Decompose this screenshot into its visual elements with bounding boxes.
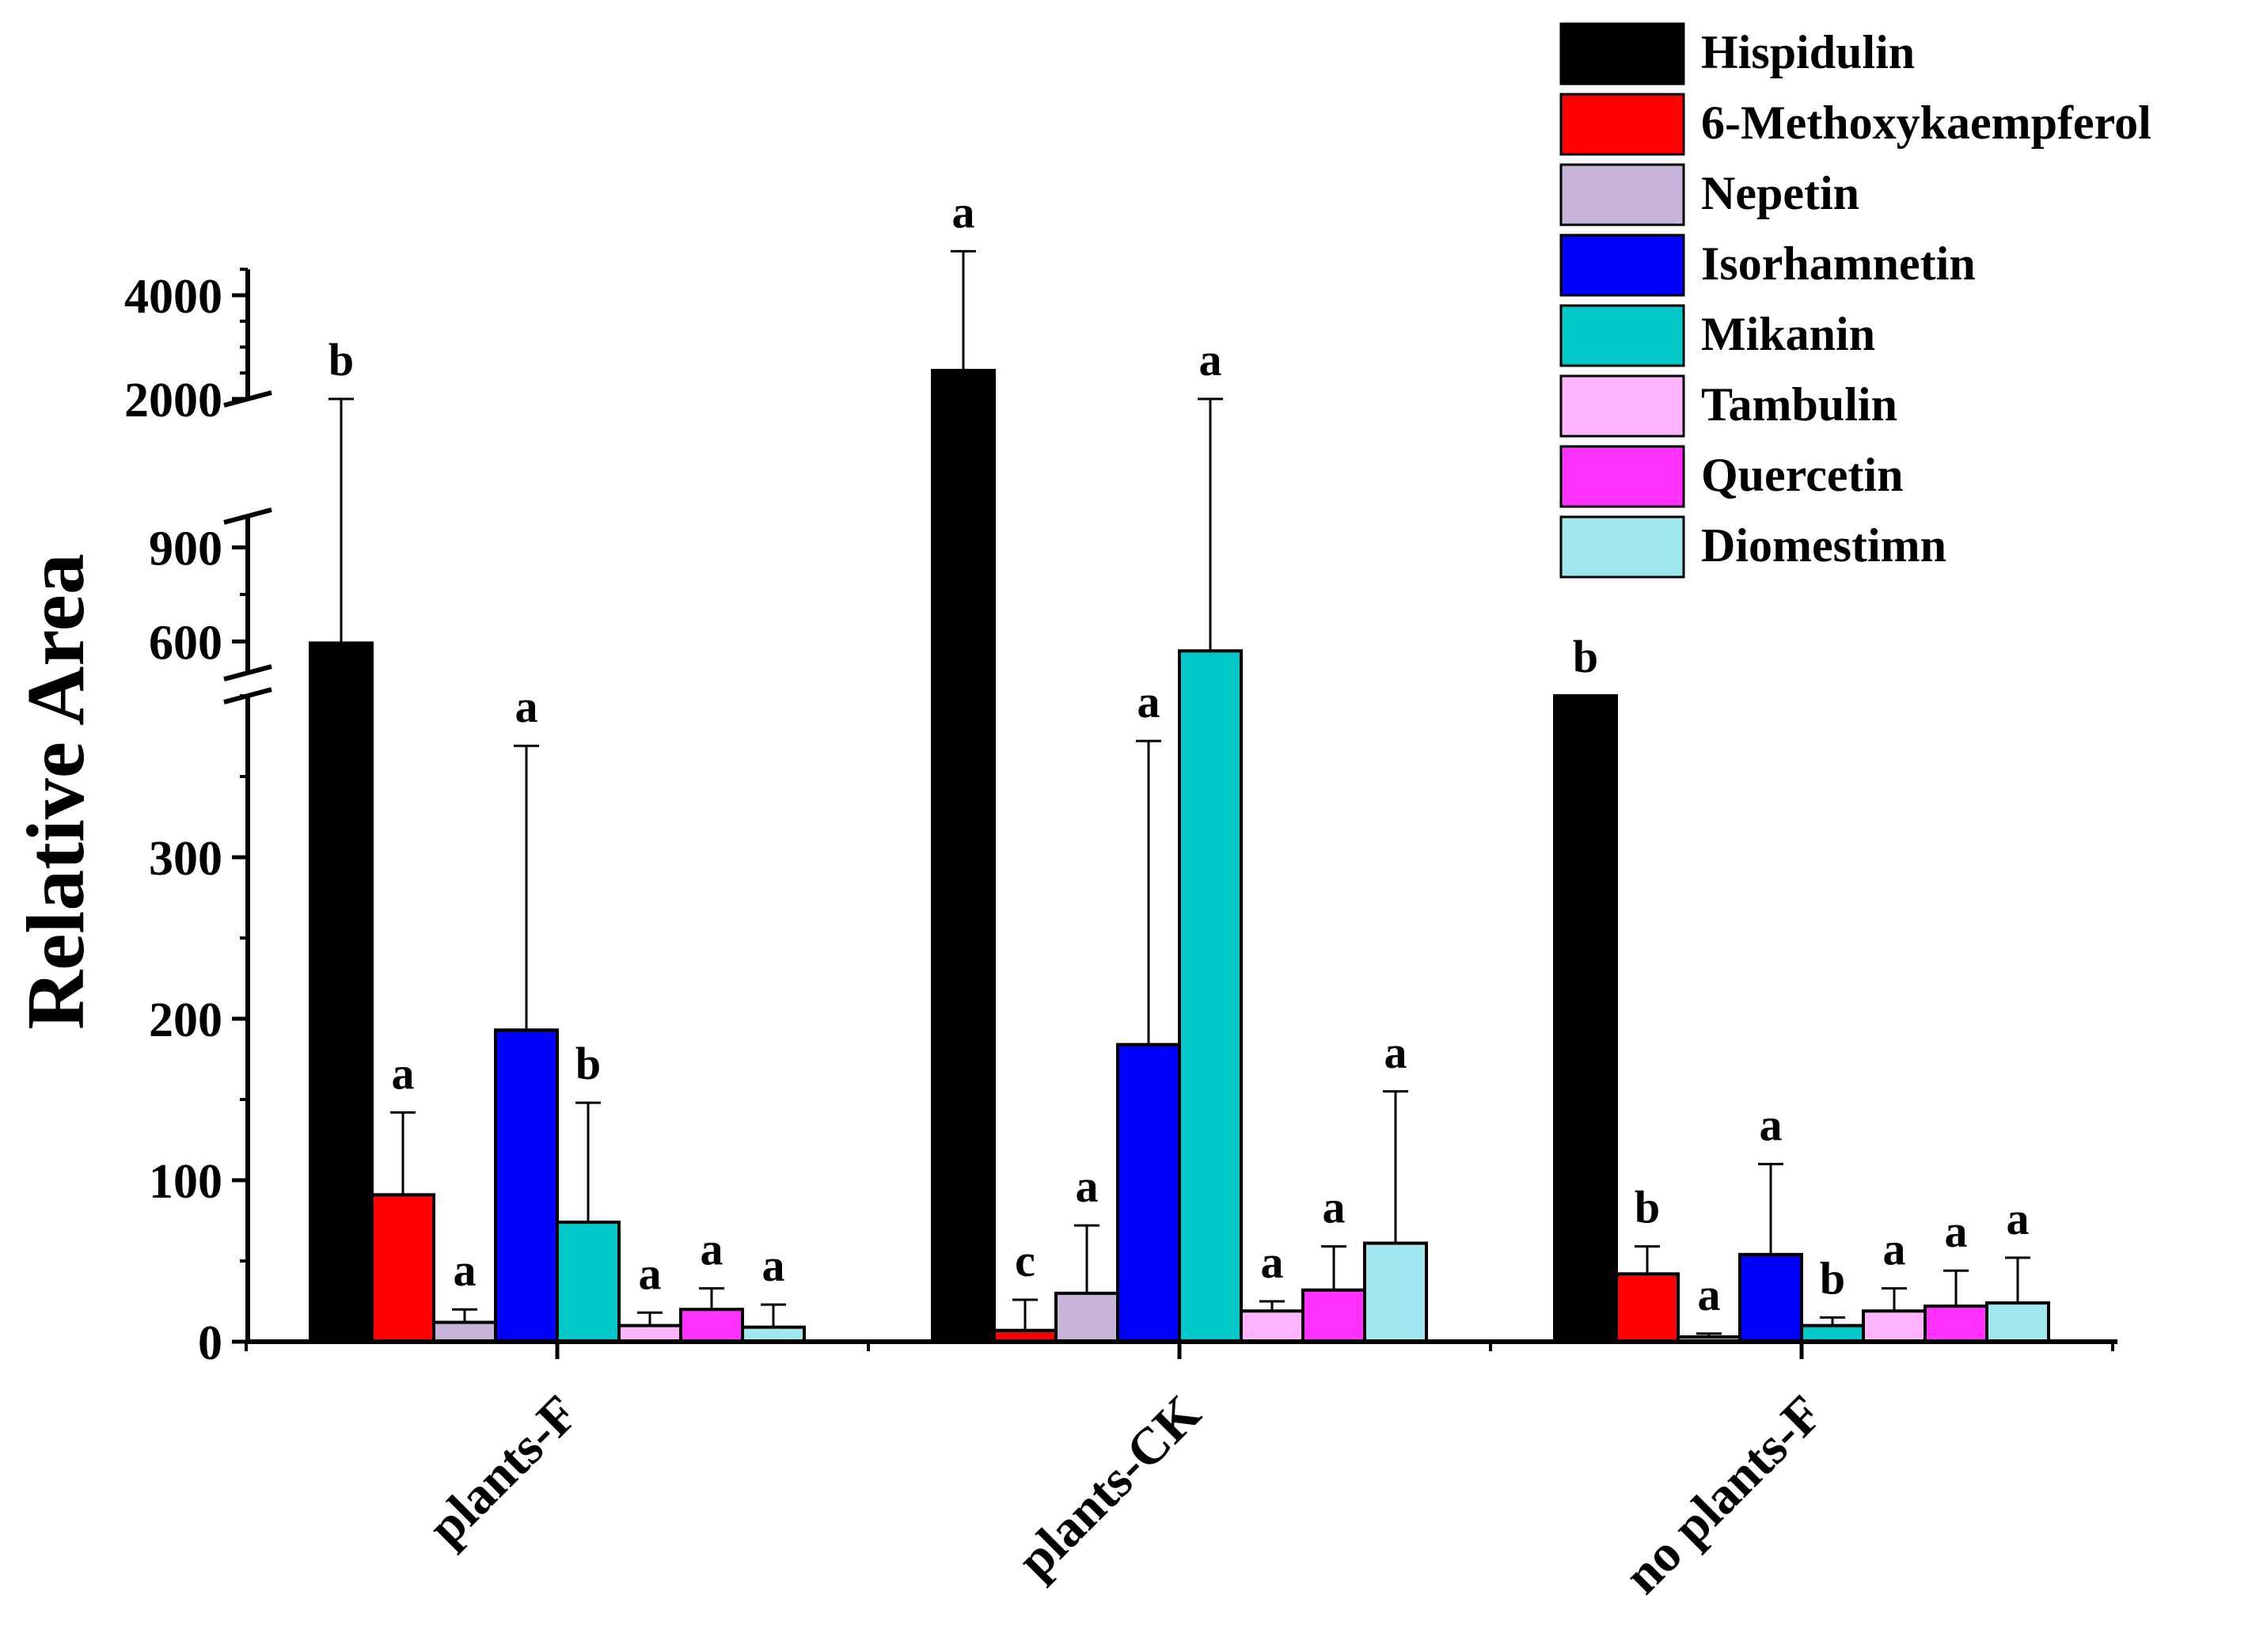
y-tick-label: 300 — [149, 832, 222, 886]
legend-label: Hispidulin — [1701, 26, 1915, 78]
bar-6-methoxykaempferol-no-plants-f — [1615, 1272, 1680, 1343]
y-tick-label: 4000 — [124, 270, 222, 324]
bar-tambulin-plants-f — [617, 1323, 682, 1343]
significance-letter: a — [515, 681, 538, 732]
bar-tambulin-plants-ck — [1240, 1309, 1304, 1343]
axis-break-mark — [223, 507, 272, 525]
significance-letter: a — [1137, 676, 1160, 727]
bar-isorhamnetin-plants-ck — [1116, 1042, 1181, 1343]
bar-mikanin-plants-ck — [1178, 649, 1243, 1343]
bar-diomestimn-plants-ck — [1363, 1241, 1428, 1344]
legend-swatch — [1559, 445, 1685, 508]
axis-break-mark — [223, 664, 272, 682]
bar-quercetin-plants-f — [679, 1308, 744, 1343]
bar-mikanin-plants-f — [556, 1221, 621, 1344]
y-tick-label: 200 — [149, 993, 222, 1047]
bar-isorhamnetin-no-plants-f — [1738, 1252, 1803, 1343]
significance-letter: a — [1698, 1269, 1721, 1320]
significance-letter: b — [328, 334, 354, 385]
legend-swatch — [1559, 22, 1685, 85]
significance-letter: c — [1015, 1235, 1035, 1286]
significance-letter: a — [952, 186, 975, 237]
significance-letter: a — [1945, 1206, 1968, 1257]
bar-hispidulin-plants-ck — [931, 368, 996, 1344]
significance-letter: a — [701, 1224, 723, 1275]
bar-diomestimn-no-plants-f — [1985, 1301, 2050, 1344]
legend-swatch — [1559, 515, 1685, 579]
bar-isorhamnetin-plants-f — [494, 1028, 559, 1344]
legend: Hispidulin 6-Methoxykaempferol Nepetin Isor… — [1559, 22, 2151, 579]
significance-letter: a — [454, 1244, 477, 1296]
legend-label: Nepetin — [1701, 167, 1859, 219]
significance-letter: a — [762, 1240, 785, 1291]
bar-hispidulin-no-plants-f — [1553, 694, 1618, 1343]
y-tick-label: 2000 — [124, 374, 222, 427]
y-axis-label: Relative Area — [10, 553, 101, 1030]
y-tick-label: 0 — [198, 1316, 222, 1370]
bars-layer — [309, 368, 2050, 1344]
significance-letter: a — [1384, 1027, 1407, 1078]
error-bars-layer — [328, 249, 2030, 1337]
y-tick-label: 600 — [149, 616, 222, 670]
significance-letter: a — [639, 1248, 662, 1299]
significance-letter: a — [2007, 1193, 2030, 1244]
legend-swatch — [1559, 374, 1685, 438]
x-category-label: plants-F — [417, 1384, 590, 1557]
significance-letter: b — [1573, 631, 1598, 682]
y-tick-label: 900 — [149, 522, 222, 576]
x-category-label: no plants-F — [1613, 1384, 1834, 1605]
significance-letter: b — [1635, 1182, 1660, 1233]
significance-letter: a — [1760, 1099, 1783, 1151]
significance-letter: b — [1820, 1252, 1845, 1304]
bar-mikanin-no-plants-f — [1800, 1323, 1865, 1343]
significance-letter: a — [1076, 1160, 1099, 1212]
significance-letter: a — [1883, 1224, 1906, 1275]
bar-quercetin-no-plants-f — [1924, 1305, 1988, 1343]
legend-label: Quercetin — [1701, 449, 1904, 501]
bar-nepetin-plants-f — [432, 1320, 497, 1344]
significance-letter: a — [392, 1047, 415, 1099]
significance-letter: a — [1323, 1182, 1346, 1233]
bar-tambulin-no-plants-f — [1862, 1309, 1927, 1343]
legend-swatch — [1559, 163, 1685, 226]
significance-letter: a — [1261, 1236, 1284, 1288]
bar-nepetin-plants-ck — [1054, 1291, 1119, 1344]
y-tick-label: 100 — [149, 1155, 222, 1209]
legend-label: Diomestimn — [1701, 519, 1946, 572]
bar-quercetin-plants-ck — [1301, 1288, 1366, 1343]
legend-label: Mikanin — [1701, 308, 1875, 360]
significance-letter: b — [575, 1038, 601, 1089]
x-category-label: plants-CK — [1007, 1384, 1212, 1589]
legend-swatch — [1559, 234, 1685, 297]
legend-label: Isorhamnetin — [1701, 237, 1976, 290]
legend-label: 6-Methoxykaempferol — [1701, 97, 2151, 149]
significance-letter: a — [1199, 334, 1222, 385]
legend-swatch — [1559, 304, 1685, 367]
legend-swatch — [1559, 93, 1685, 156]
bar-hispidulin-plants-f — [309, 641, 374, 1343]
bar-6-methoxykaempferol-plants-f — [370, 1193, 435, 1343]
legend-label: Tambulin — [1701, 378, 1897, 431]
